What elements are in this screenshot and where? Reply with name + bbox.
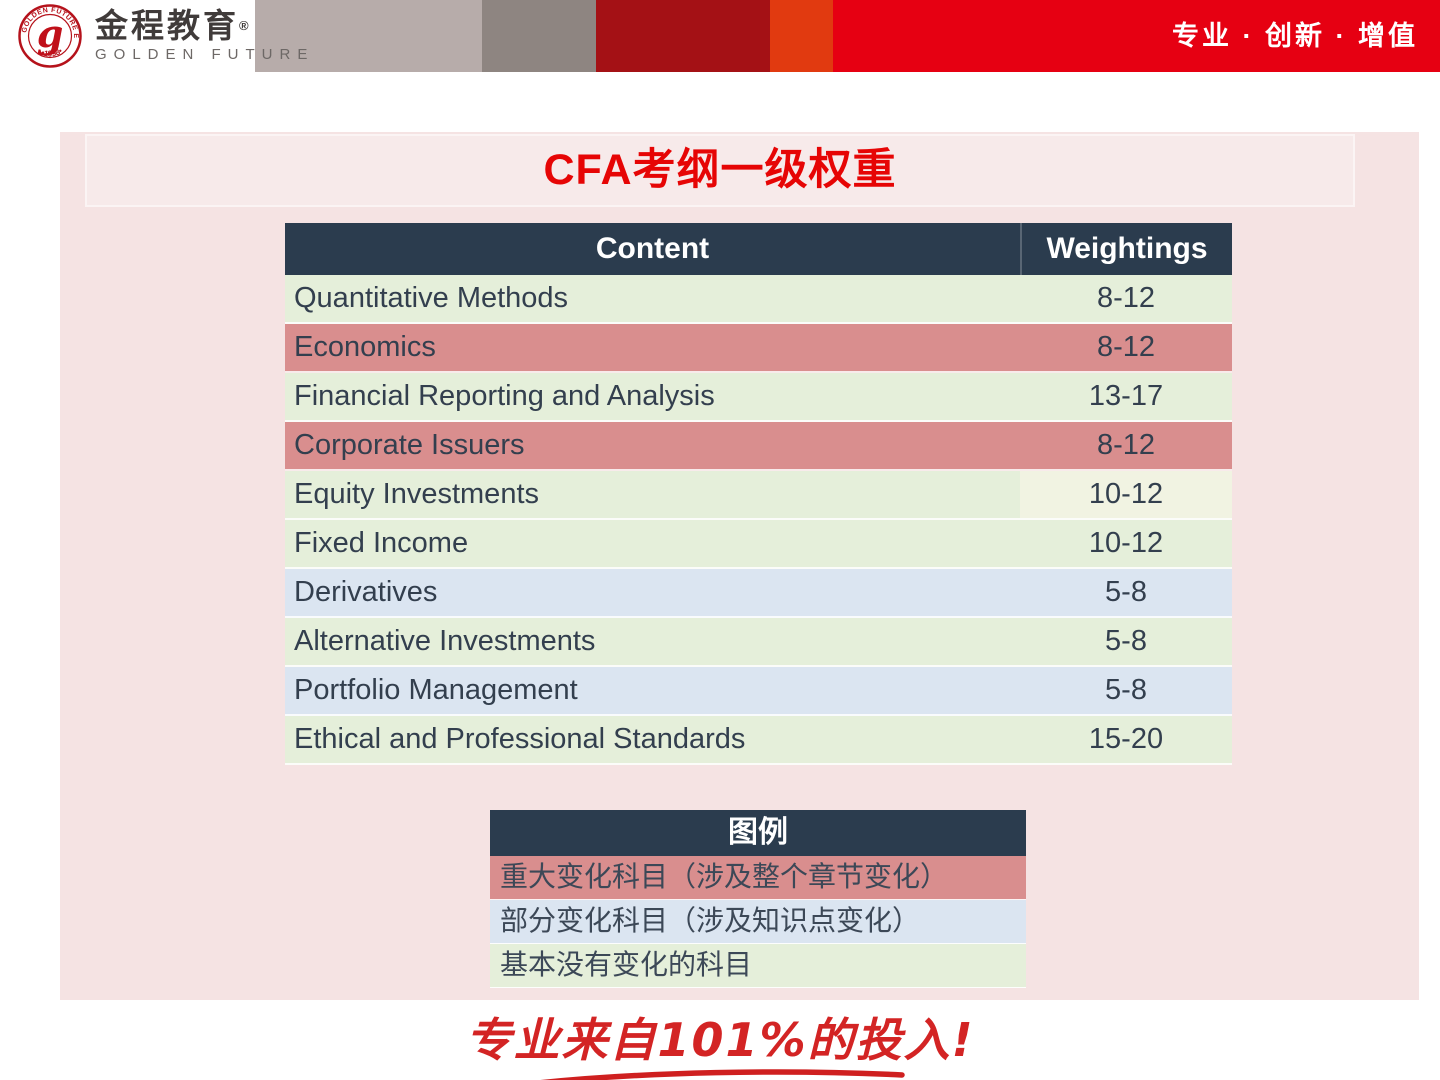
- legend-item-none: 基本没有变化的科目: [490, 944, 1026, 988]
- page-title: CFA考纲一级权重: [543, 146, 897, 194]
- top-banner: 专业 · 创新 · 增值 GOLDEN FUTURE EDUCATION •19…: [0, 0, 1440, 72]
- seal-script-glyph: g: [37, 11, 64, 56]
- title-box: CFA考纲一级权重: [85, 134, 1355, 207]
- cell-weighting: 15-20: [1088, 723, 1164, 755]
- table-row: Equity Investments 10-12: [285, 471, 1232, 520]
- column-header-content: Content: [595, 232, 710, 265]
- cell-content: Financial Reporting and Analysis: [294, 380, 715, 412]
- cell-weighting: 13-17: [1088, 380, 1164, 412]
- svg-text:•1998•: •1998•: [40, 46, 64, 58]
- cell-weighting: 5-8: [1105, 576, 1147, 608]
- table-row: Corporate Issuers 8-12: [285, 422, 1232, 471]
- cell-content: Corporate Issuers: [294, 429, 525, 461]
- legend-header: 图例: [490, 810, 1026, 856]
- cell-weighting: 10-12: [1020, 471, 1232, 518]
- cell-content: Equity Investments: [294, 478, 539, 510]
- table-row: Quantitative Methods 8-12: [285, 275, 1232, 324]
- banner-segment-gray: [482, 0, 596, 72]
- table-row: Fixed Income 10-12: [285, 520, 1232, 569]
- table-row: Ethical and Professional Standards 15-20: [285, 716, 1232, 765]
- cell-content: Derivatives: [294, 576, 438, 608]
- footer-slogan-area: 专业来自101%的投入!: [0, 1004, 1440, 1080]
- content-panel: CFA考纲一级权重 Content Weightings Quantitativ…: [60, 132, 1419, 1000]
- company-tagline: 专业 · 创新 · 增值: [1172, 21, 1418, 51]
- banner-segment-red: 专业 · 创新 · 增值: [833, 0, 1440, 72]
- cell-content: Ethical and Professional Standards: [294, 723, 746, 755]
- seal-year-text: •1998•: [40, 46, 64, 58]
- slogan-underline-stroke: [540, 1069, 905, 1080]
- cell-content: Alternative Investments: [294, 625, 596, 657]
- legend-table: 图例 重大变化科目（涉及整个章节变化） 部分变化科目（涉及知识点变化） 基本没有变化…: [490, 810, 1026, 988]
- banner-segment-orange: [770, 0, 833, 72]
- cell-weighting: 8-12: [1096, 429, 1156, 461]
- cell-content: Portfolio Management: [294, 674, 578, 706]
- cell-weighting: 5-8: [1105, 625, 1147, 657]
- brand-text: 金程教育® GOLDEN FUTURE: [95, 9, 315, 64]
- column-header-weightings: Weightings: [1020, 223, 1232, 275]
- weightings-table: Content Weightings Quantitative Methods 8…: [285, 223, 1232, 765]
- registered-mark: ®: [239, 18, 252, 33]
- legend-item-partial: 部分变化科目（涉及知识点变化）: [490, 900, 1026, 944]
- brand-name-cn: 金程教育®: [95, 9, 314, 43]
- table-row: Economics 8-12: [285, 324, 1232, 373]
- table-row: Portfolio Management 5-8: [285, 667, 1232, 716]
- footer-slogan: 专业来自101%的投入!: [465, 1013, 975, 1067]
- legend-body: 重大变化科目（涉及整个章节变化） 部分变化科目（涉及知识点变化） 基本没有变化的科目: [490, 856, 1026, 988]
- cell-weighting: 8-12: [1096, 331, 1156, 363]
- brand-cn-label: 金程教育: [95, 7, 239, 44]
- table-row: Alternative Investments 5-8: [285, 618, 1232, 667]
- banner-segment-darkred: [596, 0, 770, 72]
- cell-weighting: 8-12: [1096, 282, 1156, 314]
- table-row: Derivatives 5-8: [285, 569, 1232, 618]
- table-body: Quantitative Methods 8-12 Economics 8-12 Fin…: [285, 275, 1232, 765]
- table-row: Financial Reporting and Analysis 13-17: [285, 373, 1232, 422]
- cell-content: Quantitative Methods: [294, 282, 569, 314]
- banner-segment-tan: [255, 0, 482, 72]
- cell-content: Fixed Income: [294, 527, 469, 559]
- logo-seal-icon: GOLDEN FUTURE EDUCATION •1998• g: [18, 4, 82, 68]
- cell-weighting: 10-12: [1088, 527, 1164, 559]
- cell-content: Economics: [294, 331, 436, 363]
- cell-weighting: 5-8: [1105, 674, 1147, 706]
- legend-item-major: 重大变化科目（涉及整个章节变化）: [490, 856, 1026, 900]
- table-header-row: Content Weightings: [285, 223, 1232, 275]
- company-logo: GOLDEN FUTURE EDUCATION •1998• g 金程教育® G…: [18, 3, 314, 69]
- brand-name-en: GOLDEN FUTURE: [95, 46, 315, 63]
